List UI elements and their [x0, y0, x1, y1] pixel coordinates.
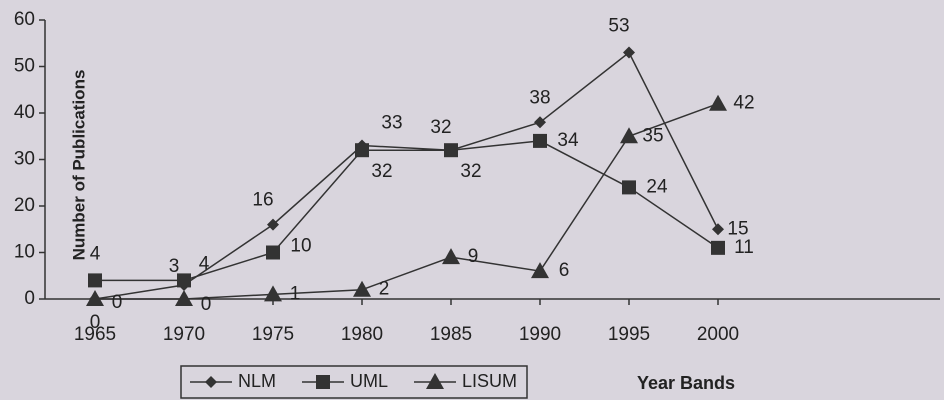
legend-box: [180, 365, 528, 399]
legend-label: LISUM: [462, 371, 517, 391]
data-point: [266, 245, 280, 260]
y-tick-label: 0: [24, 288, 35, 309]
data-label: 0: [201, 294, 212, 315]
data-label: 2: [379, 279, 390, 300]
y-tick-label: 10: [14, 242, 35, 263]
data-label: 0: [112, 292, 123, 313]
x-tick-label: 1985: [430, 324, 472, 345]
data-point: [177, 273, 191, 288]
legend-marker: [426, 373, 444, 389]
x-tick-label: 1975: [252, 324, 294, 345]
data-point: [531, 262, 549, 279]
y-tick-label: 60: [14, 9, 35, 30]
x-tick-label: 1970: [163, 324, 205, 345]
x-tick-label: 1990: [519, 324, 561, 345]
x-tick-label: 1965: [74, 324, 116, 345]
y-axis-label: Number of Publications: [69, 70, 88, 261]
data-label: 11: [734, 237, 754, 258]
data-point: [355, 143, 369, 158]
data-label: 42: [733, 93, 754, 114]
y-tick-label: 50: [14, 56, 35, 77]
x-tick-label: 2000: [697, 324, 739, 345]
data-label: 24: [646, 176, 668, 197]
data-label: 53: [608, 16, 629, 37]
data-label: 4: [90, 243, 101, 264]
y-tick-label: 20: [14, 195, 35, 216]
data-point: [353, 280, 371, 297]
data-label: 9: [468, 246, 479, 267]
x-axis-label: Year Bands: [637, 373, 735, 393]
data-point: [622, 180, 636, 195]
x-tick-label: 1995: [608, 324, 650, 345]
data-label: 10: [290, 236, 311, 257]
data-point: [623, 46, 635, 59]
data-point: [442, 248, 460, 265]
data-label: 0: [90, 312, 101, 333]
data-label: 35: [642, 125, 663, 146]
data-label: 34: [557, 130, 579, 151]
y-tick-label: 40: [14, 102, 35, 123]
data-point: [86, 290, 104, 306]
legend-label: NLM: [238, 371, 276, 391]
data-point: [709, 94, 727, 111]
data-point: [444, 143, 458, 158]
data-label: 4: [199, 253, 210, 274]
data-label: 32: [430, 117, 451, 138]
data-point: [533, 133, 547, 148]
data-label: 15: [727, 218, 748, 239]
series-line: [95, 140, 719, 282]
data-point: [264, 285, 282, 302]
data-point: [267, 218, 279, 231]
data-label: 16: [252, 190, 273, 211]
data-label: 32: [371, 161, 392, 182]
legend-marker: [205, 376, 217, 388]
data-label: 32: [460, 161, 481, 182]
data-point: [88, 273, 102, 288]
legend-marker: [316, 375, 330, 389]
data-point: [711, 240, 725, 255]
data-point: [712, 223, 724, 236]
data-point: [175, 290, 193, 306]
data-point: [534, 116, 546, 129]
data-label: 38: [529, 87, 550, 108]
data-label: 3: [169, 256, 180, 277]
y-tick-label: 30: [14, 149, 35, 170]
series-line: [95, 102, 719, 300]
legend-label: UML: [350, 371, 388, 391]
data-label: 33: [381, 113, 402, 134]
data-label: 6: [559, 260, 570, 281]
x-tick-label: 1980: [341, 324, 383, 345]
data-label: 1: [290, 283, 301, 304]
data-point: [620, 127, 638, 144]
